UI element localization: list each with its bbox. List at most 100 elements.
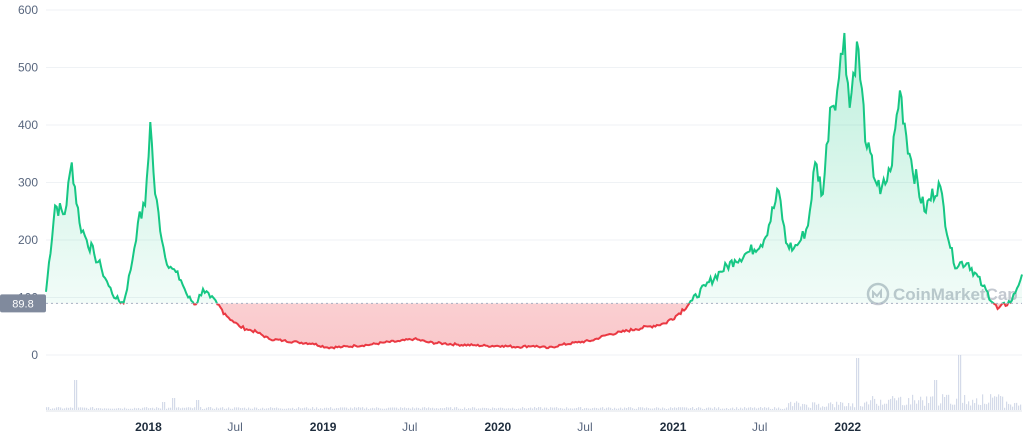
volume-bar	[542, 408, 544, 410]
volume-bar	[560, 407, 562, 410]
volume-bar	[494, 408, 496, 410]
y-tick-label: 600	[18, 3, 38, 17]
volume-bar	[84, 407, 86, 410]
volume-bar	[102, 408, 104, 410]
volume-bar	[492, 407, 494, 410]
volume-bar	[434, 408, 436, 410]
volume-bar	[448, 407, 450, 410]
volume-bar	[614, 407, 616, 410]
volume-bar	[484, 407, 486, 410]
volume-bar	[104, 408, 106, 410]
volume-bar	[320, 408, 322, 410]
volume-bar	[454, 407, 456, 410]
volume-bar	[196, 400, 198, 410]
volume-bar	[114, 408, 116, 410]
volume-bar	[192, 408, 194, 410]
volume-bar	[458, 408, 460, 410]
volume-bar	[650, 408, 652, 410]
volume-bar	[304, 407, 306, 410]
volume-bar	[178, 407, 180, 410]
volume-bar	[686, 407, 688, 410]
volume-bar	[864, 402, 866, 410]
volume-bar	[202, 408, 204, 410]
volume-bar	[482, 407, 484, 410]
volume-bar	[908, 398, 910, 410]
volume-bar	[1004, 407, 1006, 410]
volume-bar	[388, 407, 390, 410]
volume-bar	[636, 408, 638, 410]
volume-bar	[628, 407, 630, 410]
volume-bar	[698, 407, 700, 410]
volume-bar	[378, 407, 380, 410]
volume-bar	[380, 408, 382, 410]
volume-bar	[624, 407, 626, 410]
volume-bar	[572, 408, 574, 410]
volume-bar	[932, 396, 934, 410]
volume-bar	[464, 407, 466, 410]
volume-bar	[694, 408, 696, 410]
volume-bar	[852, 403, 854, 410]
volume-bar	[592, 408, 594, 410]
volume-bar	[870, 400, 872, 410]
volume-bar	[146, 407, 148, 410]
volume-bar	[198, 400, 200, 410]
volume-bar	[760, 407, 762, 410]
volume-bar	[540, 407, 542, 410]
volume-bar	[660, 408, 662, 410]
volume-bar	[642, 407, 644, 410]
volume-bar	[576, 407, 578, 410]
volume-bar	[712, 408, 714, 410]
volume-bar	[554, 407, 556, 410]
volume-bar	[130, 408, 132, 410]
volume-bar	[314, 408, 316, 410]
volume-bar	[708, 407, 710, 410]
x-tick-label: Jul	[227, 420, 242, 434]
volume-bar	[652, 408, 654, 410]
y-axis-labels: 0100200300400500600	[18, 3, 38, 362]
volume-bar	[840, 402, 842, 410]
volume-bar	[690, 407, 692, 410]
volume-bar	[964, 395, 966, 410]
volume-bar	[820, 407, 822, 410]
volume-bar	[954, 404, 956, 410]
volume-bar	[394, 407, 396, 410]
volume-bar	[426, 408, 428, 410]
volume-bar	[536, 408, 538, 410]
volume-bar	[958, 355, 960, 410]
volume-bar	[596, 407, 598, 410]
volume-bar	[922, 400, 924, 410]
volume-bar	[904, 405, 906, 410]
volume-bar	[302, 408, 304, 410]
volume-bar	[416, 407, 418, 410]
volume-bar	[608, 407, 610, 410]
volume-bar	[726, 407, 728, 410]
volume-bar	[790, 401, 792, 410]
volume-bar	[442, 408, 444, 410]
volume-bar	[308, 408, 310, 410]
volume-bar	[950, 403, 952, 410]
volume-bar	[990, 394, 992, 410]
volume-bar	[856, 358, 858, 410]
volume-bar	[946, 394, 948, 410]
volume-bar	[124, 407, 126, 410]
volume-bar	[276, 407, 278, 410]
volume-bar	[898, 397, 900, 410]
volume-bar	[248, 407, 250, 410]
volume-bar	[184, 407, 186, 410]
volume-bar	[936, 380, 938, 410]
volume-bar	[232, 408, 234, 410]
volume-bar	[490, 408, 492, 410]
volume-bar	[768, 407, 770, 410]
reference-label: 89.8	[0, 294, 46, 313]
volume-bar	[1016, 402, 1018, 410]
volume-bar	[214, 408, 216, 410]
volume-bar	[960, 355, 962, 410]
volume-bar	[318, 408, 320, 410]
volume-bar	[108, 408, 110, 410]
volume-bar	[336, 407, 338, 410]
volume-bar	[618, 408, 620, 410]
volume-bar	[352, 408, 354, 410]
volume-bar	[312, 407, 314, 410]
volume-bar	[410, 408, 412, 410]
volume-bar	[842, 402, 844, 410]
